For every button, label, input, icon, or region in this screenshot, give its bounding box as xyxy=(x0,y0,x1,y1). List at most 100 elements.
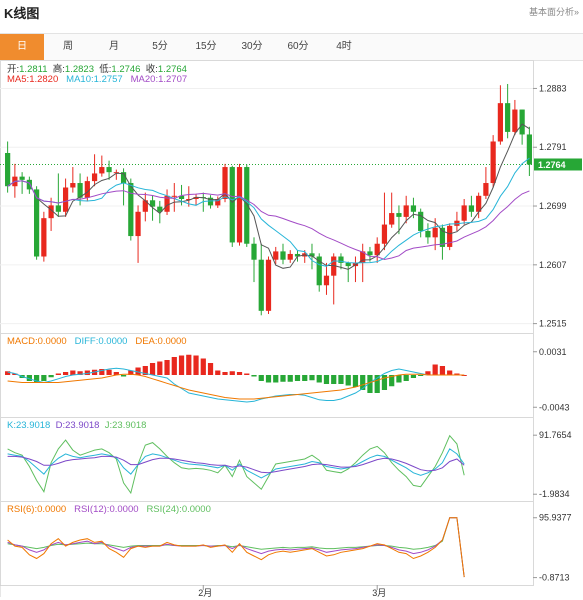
candle-up xyxy=(41,218,47,257)
candle-up xyxy=(265,259,272,311)
open-value: 1.2811 xyxy=(19,64,48,75)
candle-up xyxy=(273,251,279,260)
macd-bar-down xyxy=(41,375,47,381)
macd-bar-down xyxy=(302,375,308,381)
tab-60min[interactable]: 60分 xyxy=(287,41,309,52)
macd-bar-down xyxy=(287,375,293,382)
macd-bar-up xyxy=(439,366,446,375)
candle-up xyxy=(483,183,489,196)
fundamental-analysis-link[interactable]: 基本面分析» xyxy=(528,7,579,17)
candle-up xyxy=(236,167,243,243)
ma5-text: MA5:1.2820 xyxy=(7,74,59,85)
kdj-k-line xyxy=(7,448,465,479)
candle-down xyxy=(207,197,214,206)
kline-chart[interactable]: 1.2883 1.2791 1.2699 1.2607 1.2515 1.2764 0.00… xyxy=(0,60,583,600)
candle-down xyxy=(26,179,32,190)
header: K线图 基本面分析» xyxy=(0,0,583,24)
candle-up xyxy=(432,227,438,238)
kdj-tick-label: 91.7654 xyxy=(539,430,572,440)
macd-bar-up xyxy=(12,373,18,375)
candle-up xyxy=(374,243,380,256)
price-tick-label: 1.2607 xyxy=(539,260,567,270)
tab-15min[interactable]: 15分 xyxy=(195,41,217,52)
candle-down xyxy=(280,251,286,260)
macd-bar-down xyxy=(251,375,257,377)
macd-bar-up xyxy=(99,369,105,375)
price-tick-label: 1.2699 xyxy=(539,201,567,211)
panel-border-kdj xyxy=(0,417,534,502)
candle-up xyxy=(164,195,170,212)
current-price-label: 1.2764 xyxy=(538,160,566,170)
macd-bar-down xyxy=(374,375,380,393)
tab-day[interactable]: 日 xyxy=(0,34,44,60)
macd-bar-down xyxy=(367,375,373,393)
candle-down xyxy=(19,176,25,180)
macd-bar-down xyxy=(316,375,322,383)
tab-month[interactable]: 月 xyxy=(109,41,119,52)
candle-down xyxy=(418,211,424,231)
macd-tick-label: 0.0031 xyxy=(539,347,567,357)
macd-bar-down xyxy=(273,375,279,383)
candle-up xyxy=(48,205,54,219)
price-tick-label: 1.2791 xyxy=(539,142,567,152)
candle-down xyxy=(425,230,431,238)
candle-down xyxy=(157,206,163,212)
candle-down xyxy=(229,167,235,243)
macd-bar-up xyxy=(171,357,177,375)
candle-down xyxy=(120,172,127,184)
macd-bar-down xyxy=(294,375,301,381)
candle-up xyxy=(403,205,409,217)
candle-down xyxy=(34,189,40,257)
candle-down xyxy=(106,167,112,173)
candle-up xyxy=(476,195,482,212)
macd-bar-up xyxy=(149,363,156,375)
candle-down xyxy=(468,205,475,212)
macd-bar-up xyxy=(62,372,69,375)
macd-bar-up xyxy=(229,371,235,375)
candle-down xyxy=(439,227,446,247)
tab-4hour[interactable]: 4时 xyxy=(336,41,352,52)
open-label: 开: xyxy=(7,64,20,75)
kdj-j-line xyxy=(7,434,465,495)
macd-bar-up xyxy=(135,367,141,375)
rsi6-line xyxy=(7,517,465,578)
macd-bar-down xyxy=(396,375,402,383)
macd-bar-down xyxy=(331,375,337,384)
tab-30min[interactable]: 30分 xyxy=(241,41,263,52)
candle-up xyxy=(331,256,337,276)
macd-bar-up xyxy=(447,370,453,375)
candle-down xyxy=(316,256,322,286)
period-tabs: 日 周 月 5分 15分 30分 60分 4时 xyxy=(0,33,583,61)
tab-5min[interactable]: 5分 xyxy=(152,41,168,52)
tab-week[interactable]: 周 xyxy=(63,41,73,52)
candle-up xyxy=(389,213,395,225)
candle-down xyxy=(519,109,525,135)
candle-down xyxy=(396,213,402,217)
ma20-text: MA20:1.2707 xyxy=(130,74,188,85)
candle-down xyxy=(338,256,344,263)
rsi-info: RSI(6):0.0000 RSI(12):0.0000 RSI(24):0.0… xyxy=(7,504,211,515)
macd-bar-up xyxy=(113,372,119,375)
price-tick-label: 1.2883 xyxy=(539,83,567,93)
macd-bar-down xyxy=(323,375,330,384)
candle-up xyxy=(497,103,503,142)
candle-down xyxy=(149,200,156,207)
candle-up xyxy=(171,195,177,197)
macd-bar-up xyxy=(207,363,214,375)
macd-bar-up xyxy=(432,364,438,375)
x-tick-label: 3月 xyxy=(372,588,386,598)
candle-down xyxy=(526,134,532,165)
macd-bar-up xyxy=(55,373,61,375)
macd-bar-up xyxy=(128,370,134,375)
kdj-d-line xyxy=(7,455,465,474)
macd-diff-line xyxy=(7,367,465,403)
macd-bar-down xyxy=(280,375,286,382)
candle-up xyxy=(84,181,90,198)
macd-bar-up xyxy=(178,355,185,375)
candle-down xyxy=(410,205,417,212)
candle-up xyxy=(222,167,228,199)
macd-bar-down xyxy=(410,375,417,378)
kdj-tick-label: -1.9834 xyxy=(539,489,570,499)
page-title: K线图 xyxy=(4,6,40,21)
macd-bar-up xyxy=(157,361,163,375)
